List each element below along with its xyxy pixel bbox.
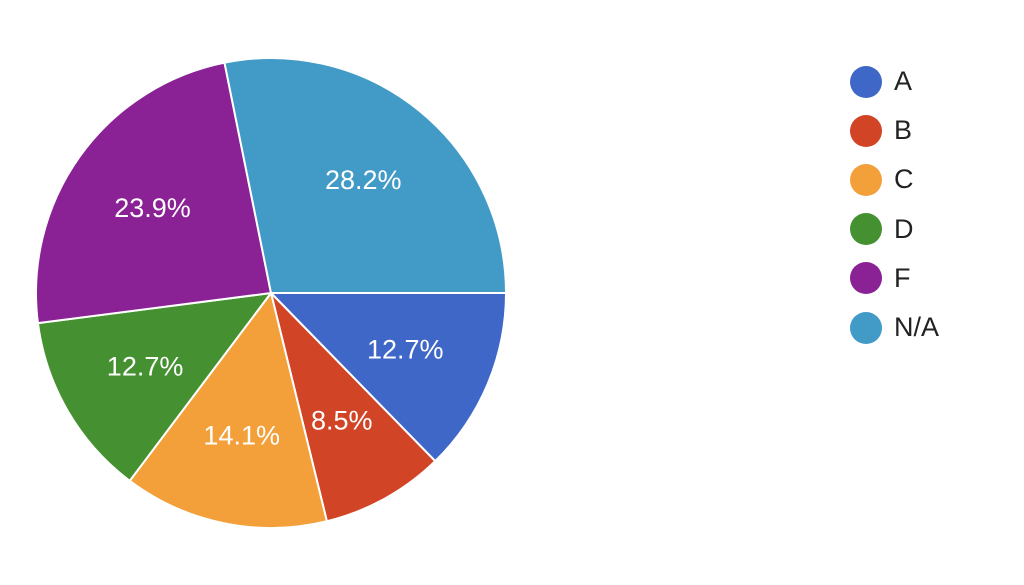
pie-slice-f	[35, 61, 273, 325]
pie-slice-b	[269, 289, 437, 523]
legend-item-c: C	[850, 155, 939, 204]
legend-item-na: N/A	[850, 303, 939, 352]
legend-item-a: A	[850, 57, 939, 106]
pie-slice-a	[268, 292, 508, 463]
legend-label-na: N/A	[894, 312, 940, 343]
legend-label-b: B	[894, 115, 913, 146]
legend-label-f: F	[894, 262, 911, 293]
legend-swatch-d	[850, 213, 882, 246]
chart-legend: A B C D F N/A	[850, 57, 939, 352]
pie-slice-c	[128, 290, 329, 529]
slice-label-d: 12.7%	[107, 351, 184, 381]
slice-label-na: 28.2%	[325, 165, 402, 195]
legend-label-c: C	[894, 164, 914, 195]
slice-label-f: 23.9%	[114, 193, 191, 223]
slice-label-c: 14.1%	[203, 421, 280, 451]
legend-swatch-a	[850, 65, 882, 98]
legend-label-a: A	[894, 66, 913, 97]
legend-swatch-na	[850, 311, 882, 344]
slice-label-a: 12.7%	[367, 335, 444, 365]
pie-slice-d	[36, 291, 274, 483]
legend-item-f: F	[850, 254, 939, 303]
legend-swatch-b	[850, 114, 882, 147]
slice-label-b: 8.5%	[311, 405, 373, 435]
pie-slice-na	[223, 57, 508, 294]
legend-item-d: D	[850, 205, 939, 254]
legend-item-b: B	[850, 106, 939, 155]
legend-swatch-c	[850, 163, 882, 196]
legend-label-d: D	[894, 213, 914, 244]
legend-swatch-f	[850, 262, 882, 295]
